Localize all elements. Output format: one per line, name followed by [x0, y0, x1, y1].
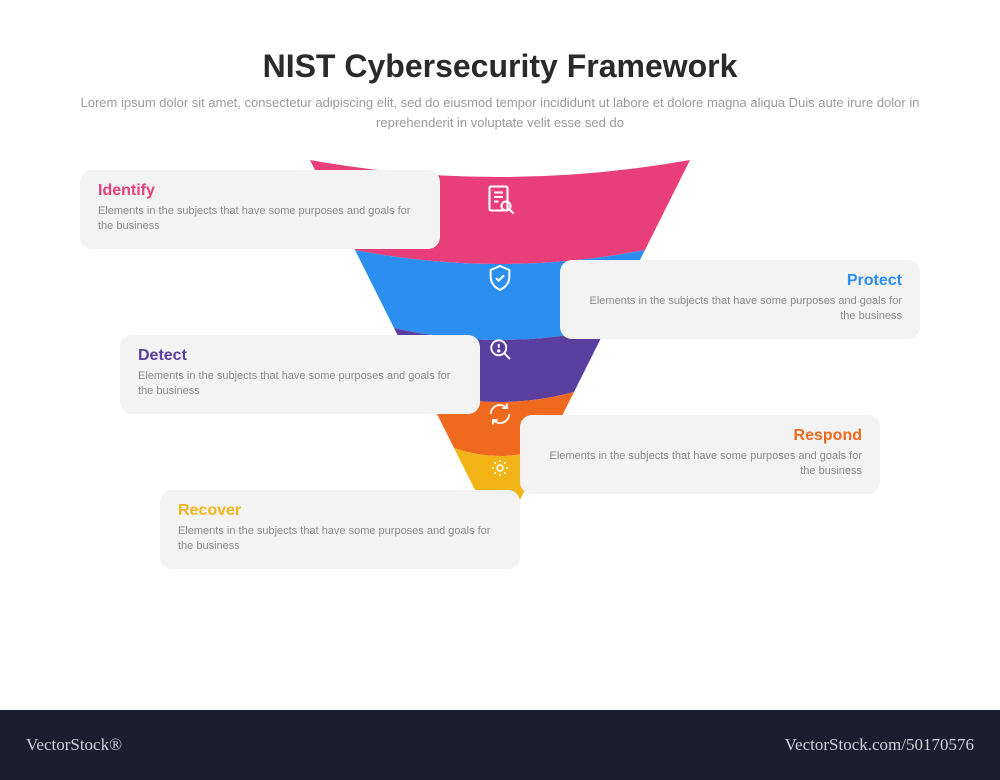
- card-desc: Elements in the subjects that have some …: [578, 294, 902, 325]
- card-identify: Identify Elements in the subjects that h…: [80, 170, 440, 249]
- cycle-arrows-icon: [486, 400, 514, 433]
- card-title: Identify: [98, 182, 422, 200]
- magnify-alert-icon: [485, 334, 515, 369]
- brand-left: VectorStock®: [26, 735, 122, 755]
- card-title: Recover: [178, 502, 502, 520]
- footer: VectorStock® VectorStock.com/50170576: [0, 710, 1000, 780]
- card-title: Protect: [578, 272, 902, 290]
- card-recover: Recover Elements in the subjects that ha…: [160, 490, 520, 569]
- page-subtitle: Lorem ipsum dolor sit amet, consectetur …: [70, 93, 930, 132]
- card-title: Detect: [138, 347, 462, 365]
- card-desc: Elements in the subjects that have some …: [178, 524, 502, 555]
- card-protect: Protect Elements in the subjects that ha…: [560, 260, 920, 339]
- diagram-stage: Identify Elements in the subjects that h…: [0, 160, 1000, 680]
- page-title: NIST Cybersecurity Framework: [0, 48, 1000, 85]
- card-desc: Elements in the subjects that have some …: [538, 449, 862, 480]
- brand-right: VectorStock.com/50170576: [785, 735, 974, 755]
- gear-cycle-icon: [488, 456, 512, 485]
- shield-check-icon: [484, 262, 516, 299]
- card-respond: Respond Elements in the subjects that ha…: [520, 415, 880, 494]
- document-search-icon: [482, 182, 518, 223]
- card-desc: Elements in the subjects that have some …: [138, 369, 462, 400]
- card-detect: Detect Elements in the subjects that hav…: [120, 335, 480, 414]
- card-title: Respond: [538, 427, 862, 445]
- card-desc: Elements in the subjects that have some …: [98, 204, 422, 235]
